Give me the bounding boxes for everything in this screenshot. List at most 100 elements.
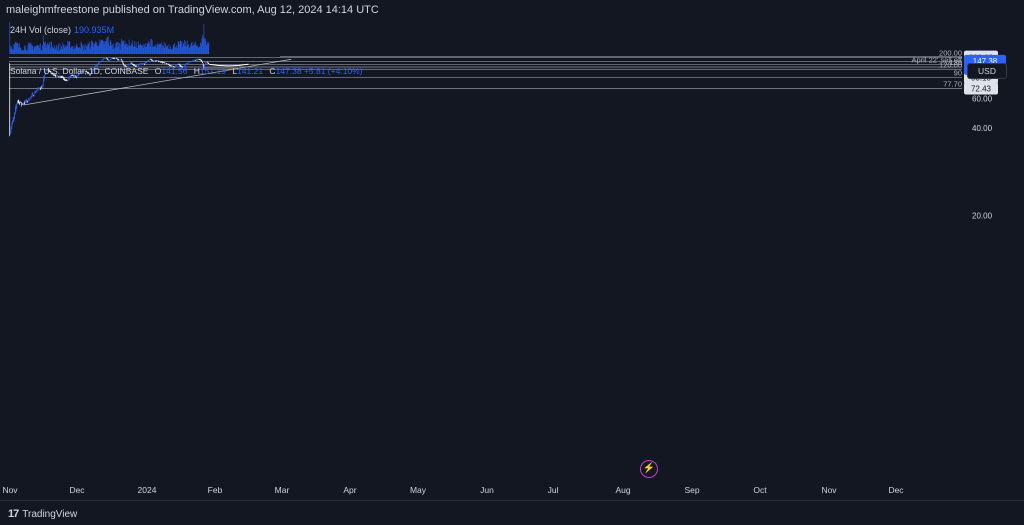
- candle-body: [15, 106, 17, 110]
- candle-body: [52, 73, 54, 75]
- candle-body: [151, 59, 152, 61]
- candle-body: [187, 62, 189, 64]
- volume-bar: [79, 48, 81, 54]
- volume-bar: [19, 47, 21, 54]
- volume-bar: [110, 41, 112, 54]
- candle-body: [79, 72, 80, 74]
- candle-body: [132, 63, 134, 65]
- volume-bar: [118, 42, 120, 54]
- high-value: 151.19: [199, 66, 226, 76]
- volume-bar: [60, 48, 62, 54]
- candle-body: [25, 101, 27, 103]
- x-tick-label: Feb: [208, 485, 223, 495]
- volume-bar: [128, 45, 129, 54]
- volume-bar: [39, 47, 41, 54]
- x-tick-label: Oct: [753, 485, 767, 495]
- bolt-icon[interactable]: ⚡: [640, 460, 658, 478]
- candle-body: [177, 64, 178, 66]
- candle-body: [52, 73, 53, 75]
- volume-bar: [147, 43, 149, 54]
- candle-body: [139, 63, 141, 65]
- candle-body: [38, 87, 39, 89]
- volume-bar: [202, 37, 204, 54]
- candle-body: [42, 80, 44, 86]
- volume-bar: [57, 46, 59, 54]
- candle-body: [162, 62, 164, 64]
- volume-bar: [24, 46, 25, 54]
- volume-bar: [133, 46, 135, 54]
- volume-bar: [154, 45, 156, 54]
- candle-body: [185, 64, 187, 66]
- currency-button[interactable]: USD: [967, 63, 1007, 79]
- volume-bar: [168, 44, 170, 54]
- candle-body: [121, 60, 123, 62]
- candle-body: [31, 94, 33, 96]
- candle-body: [191, 61, 193, 63]
- volume-bar: [126, 46, 128, 54]
- candle-body: [45, 70, 47, 72]
- volume-bar: [113, 43, 115, 54]
- volume-bar: [170, 46, 171, 54]
- candle-body: [10, 131, 11, 134]
- candle-body: [174, 65, 176, 67]
- candle-body: [145, 61, 147, 63]
- close-value: 147.38: [275, 66, 302, 76]
- volume-bar: [119, 43, 120, 54]
- volume-bar: [163, 41, 165, 54]
- volume-bar: [132, 40, 134, 54]
- candle-body: [133, 64, 134, 66]
- candle-body: [63, 77, 64, 79]
- candle-body: [85, 71, 87, 73]
- footer-bar: 17 TradingView: [0, 500, 1024, 525]
- candle-body: [103, 58, 105, 60]
- volume-bar: [171, 49, 173, 54]
- tradingview-logo[interactable]: 17 TradingView: [8, 508, 77, 520]
- candle-body: [136, 65, 138, 67]
- candle-body: [199, 59, 201, 60]
- candle-body: [123, 64, 125, 66]
- candle-body: [23, 103, 25, 105]
- candle-body: [105, 57, 107, 59]
- volume-bar: [72, 46, 73, 54]
- volume-bar: [77, 46, 78, 54]
- candle-body: [146, 61, 148, 63]
- volume-bar: [12, 49, 13, 54]
- volume-bar: [91, 40, 92, 54]
- volume-bar: [174, 47, 176, 54]
- candle-body: [150, 58, 152, 60]
- volume-bar: [136, 47, 138, 54]
- volume-bar: [166, 45, 168, 54]
- candle-body: [183, 66, 185, 67]
- volume-bar: [81, 43, 83, 54]
- candle-body: [45, 72, 46, 75]
- volume-bar: [202, 35, 203, 54]
- candle-body: [78, 74, 80, 76]
- volume-bar: [70, 46, 72, 54]
- candle-body: [36, 90, 38, 92]
- candle-body: [58, 76, 59, 78]
- volume-bar: [160, 42, 162, 54]
- volume-bar: [89, 41, 90, 54]
- volume-bar: [135, 42, 137, 54]
- volume-bar: [184, 46, 186, 54]
- candle-body: [200, 60, 202, 61]
- y-tick-label: 40.00: [972, 124, 993, 133]
- candle-body: [93, 68, 95, 70]
- volume-bar: [100, 41, 101, 54]
- volume-bar: [126, 43, 127, 54]
- candle-body: [26, 99, 27, 101]
- candle-body: [65, 79, 67, 81]
- volume-bar: [40, 43, 41, 54]
- volume-bar: [180, 40, 182, 54]
- candle-body: [64, 79, 66, 81]
- volume-bar: [15, 41, 17, 54]
- candle-body: [49, 70, 50, 72]
- candle-body: [173, 66, 175, 68]
- volume-bar: [35, 45, 36, 54]
- volume-bar: [102, 40, 104, 54]
- candle-body: [129, 63, 131, 65]
- volume-bar: [18, 47, 20, 54]
- y-tick-label: 60.00: [972, 95, 993, 104]
- candle-body: [22, 103, 24, 105]
